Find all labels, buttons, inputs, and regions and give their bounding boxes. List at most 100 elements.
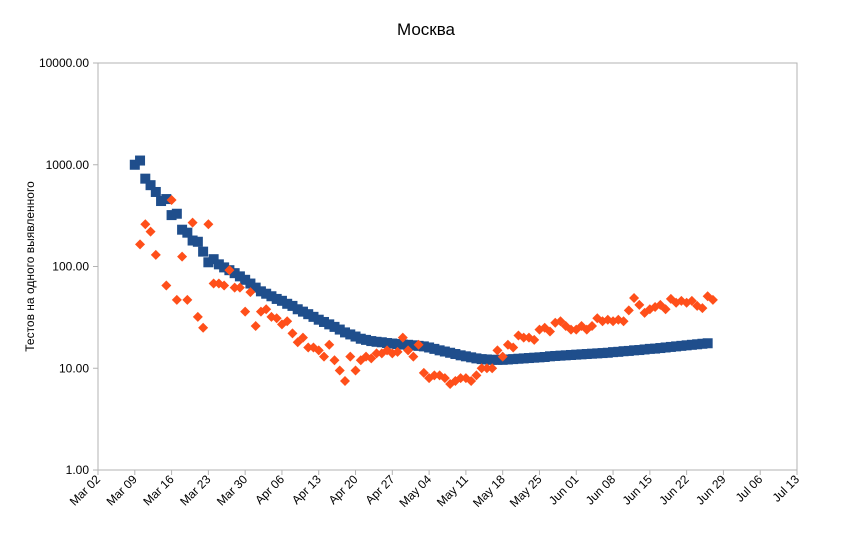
data-point-square (255, 286, 266, 297)
data-point-square (629, 345, 640, 356)
data-point-diamond (171, 294, 182, 305)
data-point-diamond (177, 251, 188, 262)
data-point-diamond (261, 304, 272, 315)
data-point-square (555, 350, 566, 361)
data-point-square (539, 351, 550, 362)
data-point-diamond (166, 195, 177, 206)
data-point-square (397, 339, 408, 350)
series-1 (129, 155, 713, 365)
data-point-square (192, 236, 203, 247)
data-point-diamond (508, 342, 519, 353)
data-point-square (135, 155, 146, 166)
data-point-diamond (392, 346, 403, 357)
data-point-square (177, 224, 188, 235)
data-point-square (676, 340, 687, 351)
data-point-square (376, 337, 387, 348)
data-point-square (166, 210, 177, 221)
data-point-square (460, 351, 471, 362)
data-point-square (597, 348, 608, 359)
data-point-square (655, 343, 666, 354)
data-point-square (387, 338, 398, 349)
data-point-diamond (418, 367, 429, 378)
data-point-square (361, 334, 372, 345)
data-point-square (487, 354, 498, 365)
data-point-diamond (471, 370, 482, 381)
data-point-diamond (303, 342, 314, 353)
data-point-square (324, 319, 335, 330)
data-point-square (145, 180, 156, 191)
x-tick-label: May 04 (396, 472, 434, 510)
data-point-square (156, 196, 167, 207)
data-point-square (229, 268, 240, 279)
data-point-square (439, 346, 450, 357)
y-tick-label: 1000.00 (46, 158, 90, 172)
y-tick-label: 1.00 (66, 463, 90, 477)
x-tick-label: Mar 23 (177, 472, 214, 509)
x-tick-label: May 18 (470, 472, 508, 510)
data-point-diamond (234, 282, 245, 293)
data-point-square (250, 282, 261, 293)
data-point-diamond (623, 305, 634, 316)
data-point-diamond (313, 345, 324, 356)
data-point-square (213, 259, 224, 270)
y-tick-label: 100.00 (52, 260, 89, 274)
data-point-square (318, 316, 329, 327)
data-point-diamond (297, 332, 308, 343)
data-point-square (692, 339, 703, 350)
data-point-diamond (140, 219, 151, 230)
data-point-diamond (529, 334, 540, 345)
data-point-square (581, 349, 592, 360)
data-point-square (671, 341, 682, 352)
y-tick-label: 10000.00 (39, 56, 89, 70)
y-tick-label: 10.00 (59, 361, 89, 375)
data-point-diamond (324, 339, 335, 350)
x-tick-label: Mar 09 (104, 472, 141, 509)
data-point-diamond (429, 370, 440, 381)
data-point-square (334, 324, 345, 335)
data-point-square (613, 346, 624, 357)
data-point-diamond (208, 278, 219, 289)
x-tick-label: Apr 06 (252, 472, 287, 507)
data-point-square (455, 350, 466, 361)
data-point-diamond (497, 351, 508, 362)
x-tick-label: Apr 27 (363, 472, 398, 507)
data-point-square (350, 331, 361, 342)
data-point-square (544, 351, 555, 362)
data-point-square (534, 352, 545, 363)
chart-title: Москва (396, 20, 456, 39)
x-tick-label: Jun 08 (583, 472, 619, 508)
data-point-square (623, 345, 634, 356)
data-point-diamond (318, 351, 329, 362)
data-point-square (502, 354, 513, 365)
data-point-square (240, 274, 251, 285)
plot-border (97, 62, 798, 471)
data-point-diamond (287, 328, 298, 339)
data-point-square (292, 304, 303, 315)
data-point-square (234, 271, 245, 282)
data-point-square (466, 352, 477, 363)
data-point-square (198, 246, 209, 257)
data-point-diamond (707, 294, 718, 305)
data-point-diamond (408, 351, 419, 362)
data-point-diamond (466, 375, 477, 386)
data-point-square (639, 344, 650, 355)
data-point-square (650, 343, 661, 354)
data-point-square (429, 343, 440, 354)
data-point-diamond (555, 316, 566, 327)
data-point-diamond (224, 265, 235, 276)
data-point-diamond (198, 322, 209, 333)
data-point-square (329, 321, 340, 332)
data-point-diamond (686, 295, 697, 306)
data-point-square (150, 186, 161, 197)
data-point-square (618, 346, 629, 357)
data-point-square (208, 254, 219, 265)
x-tick-label: Jun 15 (620, 472, 656, 508)
data-point-diamond (229, 282, 240, 293)
data-point-square (492, 354, 503, 365)
data-point-diamond (135, 239, 146, 250)
data-point-square (660, 342, 671, 353)
data-point-square (303, 309, 314, 320)
data-point-square (187, 235, 198, 246)
data-point-diamond (397, 332, 408, 343)
data-point-diamond (697, 303, 708, 314)
